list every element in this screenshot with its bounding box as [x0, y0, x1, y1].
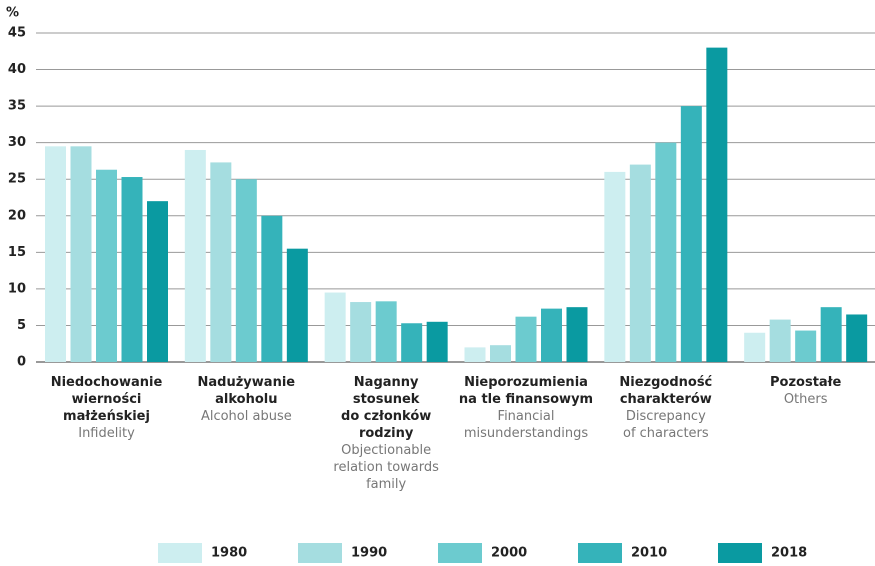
- bar: [795, 330, 817, 362]
- bar: [45, 146, 66, 362]
- x-tick-label: Nieporozumienia na tle finansowym: [459, 375, 593, 407]
- bar: [121, 177, 143, 362]
- legend-swatch: [578, 543, 622, 563]
- bar: [235, 179, 257, 362]
- bar: [464, 347, 486, 362]
- y-tick-label: 30: [8, 135, 26, 150]
- bar: [655, 142, 677, 362]
- x-tick-label: Niezgodność charakterów: [619, 375, 712, 407]
- bar: [286, 248, 308, 362]
- bar: [70, 146, 92, 362]
- legend-label: 2000: [491, 546, 527, 561]
- bar: [566, 307, 588, 362]
- x-tick-label: Naganny stosunek do członków rodziny: [341, 375, 431, 441]
- bar: [515, 316, 537, 362]
- y-tick-label: 15: [8, 245, 26, 260]
- legend-label: 2018: [771, 546, 807, 561]
- x-tick-sublabel: Alcohol abuse: [201, 409, 292, 424]
- legend-swatch: [438, 543, 482, 563]
- legend-label: 1980: [211, 546, 247, 561]
- bar: [184, 149, 206, 362]
- legend-label: 2010: [631, 546, 667, 561]
- y-tick-label: 0: [17, 355, 26, 370]
- legend-swatch: [298, 543, 342, 563]
- bar: [426, 321, 448, 362]
- x-tick-label: Pozostałe: [770, 375, 842, 390]
- bar: [629, 164, 651, 362]
- x-tick-sublabel: Infidelity: [78, 426, 135, 441]
- y-tick-label: 10: [8, 281, 26, 296]
- x-tick-sublabel: Discrepancy of characters: [623, 409, 709, 441]
- bar: [350, 302, 372, 362]
- x-tick-sublabel: Financial misunderstandings: [464, 409, 589, 441]
- y-axis-label: %: [6, 6, 19, 21]
- bar: [706, 47, 728, 362]
- bar: [846, 314, 868, 362]
- legend-swatch: [158, 543, 202, 563]
- y-tick-label: 35: [8, 99, 26, 114]
- bar: [210, 162, 232, 362]
- bar: [604, 171, 626, 362]
- x-tick-label: Nadużywanie alkoholu: [198, 375, 296, 407]
- bar: [375, 301, 397, 362]
- bar: [147, 201, 168, 362]
- y-tick-label: 45: [8, 26, 26, 41]
- y-tick-label: 20: [8, 208, 26, 223]
- bar: [324, 292, 346, 362]
- y-tick-label: 5: [17, 318, 26, 333]
- bar: [401, 323, 423, 362]
- bar: [820, 307, 842, 362]
- bar: [261, 215, 283, 362]
- bar: [96, 169, 117, 362]
- y-tick-label: 25: [8, 172, 26, 187]
- x-tick-label: Niedochowanie wierności małżeńskiej: [51, 375, 163, 424]
- x-tick-sublabel: Objectionable relation towards family: [333, 443, 439, 492]
- x-tick-sublabel: Others: [784, 392, 828, 407]
- bar: [541, 308, 562, 362]
- y-tick-label: 40: [8, 62, 26, 77]
- bar: [744, 332, 766, 362]
- legend-swatch: [718, 543, 762, 563]
- bar: [680, 106, 702, 362]
- bar: [490, 345, 511, 362]
- bar: [769, 319, 791, 362]
- legend-label: 1990: [351, 546, 387, 561]
